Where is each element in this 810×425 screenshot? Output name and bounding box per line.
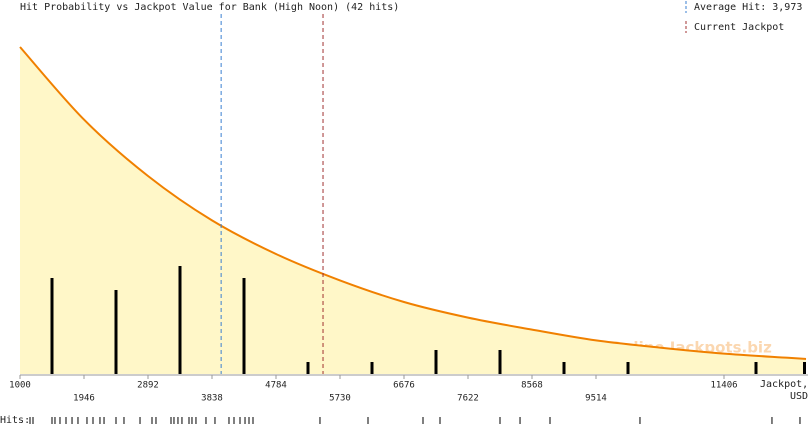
legend-label: Average Hit: 3,973 xyxy=(694,2,802,13)
x-axis-label: Jackpot, USD xyxy=(760,379,809,402)
x-tick-label: 7622 xyxy=(457,394,479,404)
x-tick-label: 5730 xyxy=(329,394,351,404)
chart-title: Hit Probability vs Jackpot Value for Ban… xyxy=(20,2,399,13)
bar xyxy=(754,362,758,374)
x-tick-label: 11406 xyxy=(710,381,737,391)
bar xyxy=(178,266,182,374)
hits-label: Hits: xyxy=(0,415,30,425)
bar xyxy=(370,362,374,374)
bar xyxy=(562,362,566,374)
x-tick-label: 8568 xyxy=(521,381,543,391)
legend-label: Current Jackpot xyxy=(694,22,784,33)
bar xyxy=(498,350,502,374)
x-tick-label: 1000 xyxy=(9,381,31,391)
x-tick-label: 4784 xyxy=(265,381,287,391)
bar xyxy=(626,362,630,374)
bar xyxy=(434,350,438,374)
bar xyxy=(803,362,806,374)
bar xyxy=(114,290,118,374)
curve-line xyxy=(19,46,807,360)
x-tick-label: 6676 xyxy=(393,381,415,391)
bar xyxy=(306,362,310,374)
curve-area xyxy=(20,47,806,374)
x-tick-label: 2892 xyxy=(137,381,159,391)
bar xyxy=(242,278,246,374)
x-tick-label: 3838 xyxy=(201,394,223,404)
x-tick-label: 1946 xyxy=(73,394,95,404)
bar xyxy=(50,278,54,374)
x-tick-label: 9514 xyxy=(585,394,607,404)
